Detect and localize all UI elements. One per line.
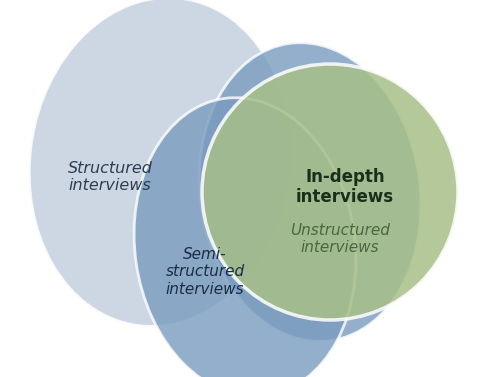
Text: In-depth
interviews: In-depth interviews [296,168,394,206]
Text: Structured
interviews: Structured interviews [68,161,152,193]
Ellipse shape [199,43,421,341]
Ellipse shape [202,64,458,320]
Text: Unstructured
interviews: Unstructured interviews [290,223,390,255]
Ellipse shape [29,0,291,326]
Text: Semi-
structured
interviews: Semi- structured interviews [166,247,244,297]
Ellipse shape [134,98,356,377]
